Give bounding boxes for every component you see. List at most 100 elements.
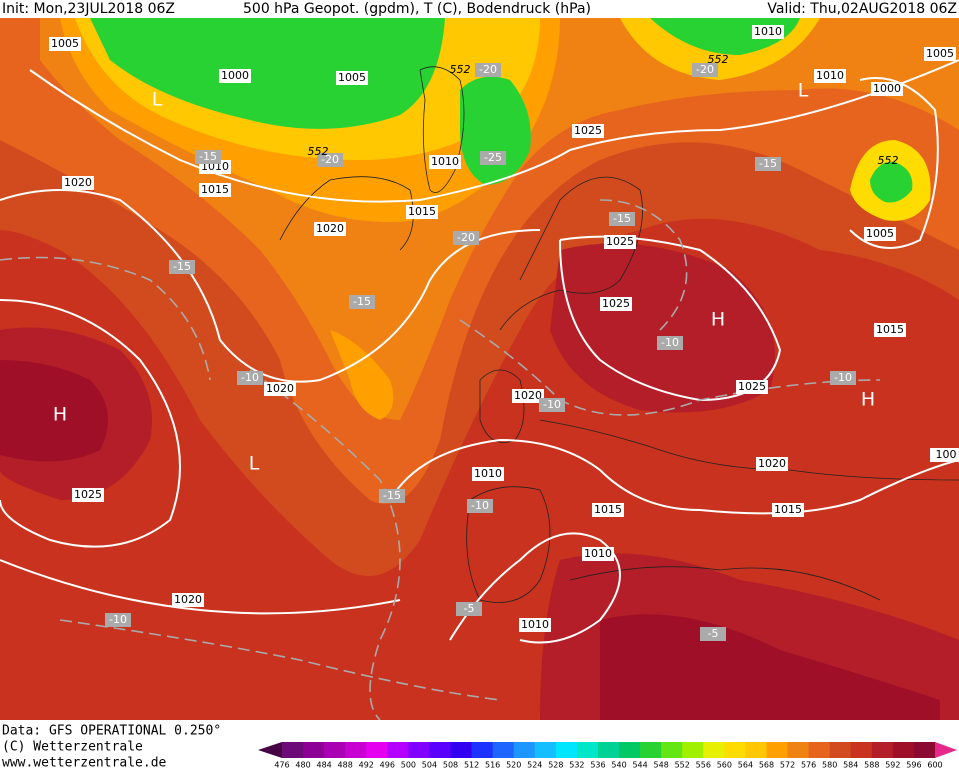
temperature-label-box xyxy=(480,151,506,165)
colorbar-swatch xyxy=(682,742,704,758)
init-time: Init: Mon,23JUL2018 06Z xyxy=(2,1,175,17)
pressure-label: 1025 xyxy=(74,488,102,501)
pressure-label: 1010 xyxy=(521,618,549,631)
temperature-label-box xyxy=(105,613,131,627)
pressure-label-box xyxy=(600,297,632,311)
pressure-label-box xyxy=(314,222,346,236)
pressure-label: 1010 xyxy=(584,547,612,560)
pressure-label: 1000 xyxy=(221,69,249,82)
temperature-label: -10 xyxy=(543,398,561,411)
pressure-center: H xyxy=(861,389,875,411)
pressure-label-box xyxy=(429,155,461,169)
map-title: 500 hPa Geopot. (gpdm), T (C), Bodendruc… xyxy=(243,1,591,17)
copyright: (C) Wetterzentrale xyxy=(2,740,143,755)
colorbar-swatch xyxy=(597,742,620,758)
pressure-label: 1020 xyxy=(266,382,294,395)
url: www.wetterzentrale.de xyxy=(2,756,167,771)
pressure-label: 1025 xyxy=(606,235,634,248)
pressure-label-box xyxy=(814,69,846,83)
pressure-label-box xyxy=(930,448,959,462)
pressure-label: 1020 xyxy=(758,457,786,470)
pressure-label-box xyxy=(172,593,204,607)
pressure-label-box xyxy=(49,37,81,51)
pressure-label-box xyxy=(871,82,903,96)
colorbar-label: 480 xyxy=(295,761,310,770)
colorbar-swatch xyxy=(555,742,578,758)
geopotential-label: 552 xyxy=(450,63,471,76)
geopotential-label: 552 xyxy=(308,145,329,158)
colorbar-swatch xyxy=(366,742,388,758)
pressure-label-box xyxy=(472,467,504,481)
colorbar-label: 568 xyxy=(759,761,774,770)
pressure-label-box xyxy=(752,25,784,39)
colorbar-label: 512 xyxy=(464,761,479,770)
pressure-center: L xyxy=(798,80,809,102)
temperature-label-box xyxy=(379,489,405,503)
colorbar-swatch xyxy=(829,742,852,758)
pressure-label-box xyxy=(406,205,438,219)
pressure-label: 1010 xyxy=(754,25,782,38)
pressure-label: 1015 xyxy=(201,183,229,196)
colorbar-swatch xyxy=(282,742,304,758)
pressure-label-box xyxy=(582,547,614,561)
pressure-label: 1010 xyxy=(474,467,502,480)
temperature-label-box xyxy=(755,157,781,171)
colorbar-swatch xyxy=(766,742,789,758)
colorbar-label: 492 xyxy=(359,761,374,770)
temperature-label-box xyxy=(657,336,683,350)
temperature-label: -15 xyxy=(199,150,217,163)
pressure-label: 1025 xyxy=(738,380,766,393)
pressure-label: 1005 xyxy=(866,227,894,240)
temperature-label: -5 xyxy=(464,602,475,615)
pressure-center: L xyxy=(249,453,260,475)
temperature-label-box xyxy=(830,371,856,385)
temperature-label: -25 xyxy=(484,151,502,164)
colorbar-label: 516 xyxy=(485,761,500,770)
colorbar-label: 592 xyxy=(885,761,900,770)
pressure-label-box xyxy=(219,69,251,83)
colorbar: 476 480 484 488 492 496 500 504 508 512 516 520 524 5… xyxy=(258,742,957,770)
pressure-center: L xyxy=(152,89,163,111)
pressure-label-box xyxy=(62,176,94,190)
colorbar-label: 536 xyxy=(590,761,605,770)
valid-time: Valid: Thu,02AUG2018 06Z xyxy=(767,1,957,17)
colorbar-label: 540 xyxy=(611,761,626,770)
pressure-label: 100 xyxy=(936,448,957,461)
pressure-label: 1010 xyxy=(816,69,844,82)
colorbar-label: 600 xyxy=(927,761,942,770)
pressure-label-box xyxy=(199,183,231,197)
colorbar-swatch xyxy=(576,742,599,758)
temperature-label: -10 xyxy=(471,499,489,512)
temperature-label: -5 xyxy=(708,627,719,640)
colorbar-label: 548 xyxy=(654,761,669,770)
temperature-label-box xyxy=(475,63,501,77)
pressure-label-box xyxy=(336,71,368,85)
pressure-label-box xyxy=(604,235,636,249)
temperature-label: -15 xyxy=(383,489,401,502)
temperature-label: -10 xyxy=(109,613,127,626)
colorbar-label: 488 xyxy=(338,761,353,770)
colorbar-swatch xyxy=(471,742,494,758)
pressure-label-box xyxy=(72,488,104,502)
colorbar-swatch xyxy=(492,742,515,758)
pressure-label-box xyxy=(924,47,956,61)
colorbar-swatch xyxy=(871,742,894,758)
data-source: Data: GFS OPERATIONAL 0.250° xyxy=(2,724,221,739)
colorbar-label: 476 xyxy=(274,761,289,770)
temperature-label-box xyxy=(195,150,221,164)
pressure-label: 1020 xyxy=(64,176,92,189)
pressure-label: 1015 xyxy=(774,503,802,516)
colorbar-label: 560 xyxy=(717,761,732,770)
colorbar-label: 576 xyxy=(801,761,816,770)
colorbar-label: 524 xyxy=(527,761,542,770)
colorbar-swatch xyxy=(513,742,536,758)
colorbar-label: 528 xyxy=(548,761,563,770)
colorbar-label: 556 xyxy=(696,761,711,770)
colorbar-swatch xyxy=(450,742,473,758)
temperature-label: -15 xyxy=(759,157,777,170)
pressure-label-box xyxy=(264,382,296,396)
colorbar-swatch xyxy=(303,742,325,758)
colorbar-swatch xyxy=(534,742,557,758)
geopotential-label: 552 xyxy=(878,154,899,167)
colorbar-label: 580 xyxy=(822,761,837,770)
